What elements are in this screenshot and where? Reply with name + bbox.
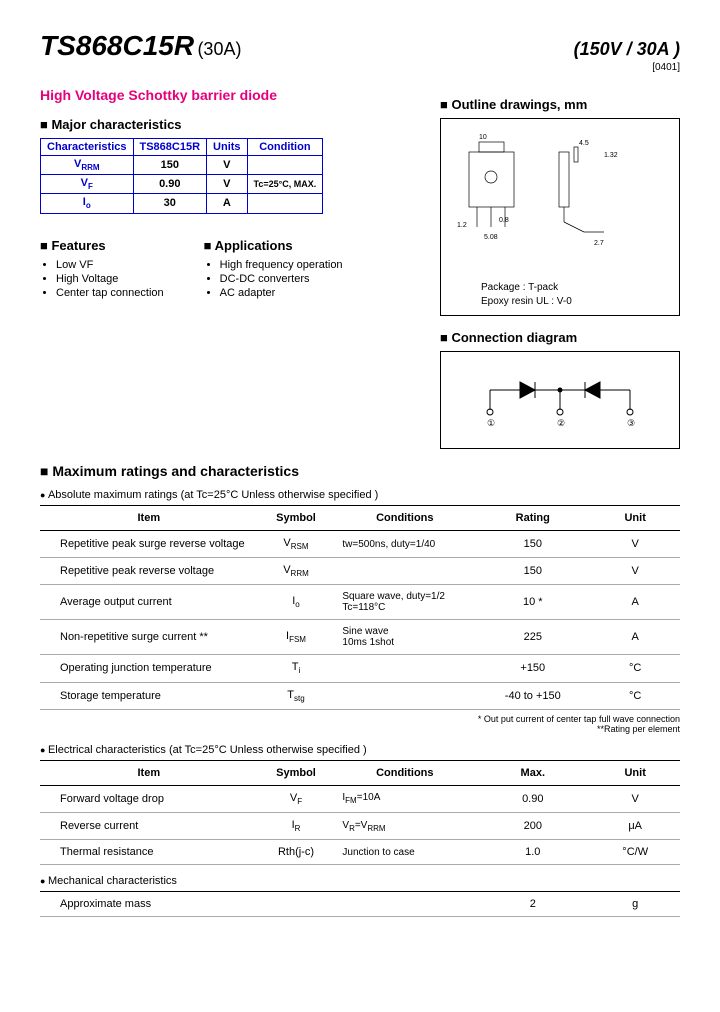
param-io: Io: [41, 194, 134, 213]
unit-io: A: [207, 194, 248, 213]
abs-footnote: * Out put current of center tap full wav…: [40, 714, 680, 734]
epoxy-label: Epoxy resin UL : V-0: [481, 295, 572, 309]
table-row: Approximate mass 2 g: [40, 892, 680, 917]
svg-text:10: 10: [479, 134, 487, 141]
abs-max-table: Item Symbol Conditions Rating Unit Repet…: [40, 505, 680, 710]
col-max: Max.: [475, 760, 590, 785]
table-row: Forward voltage drop VF IFM=10A 0.90 V: [40, 785, 680, 812]
abs-max-subheading: Absolute maximum ratings (at Tc=25°C Unl…: [40, 489, 680, 501]
part-number: TS868C15R: [40, 30, 194, 61]
max-ratings-heading: Maximum ratings and characteristics: [40, 463, 680, 479]
svg-text:1.32: 1.32: [604, 152, 618, 159]
svg-text:4.5: 4.5: [579, 140, 589, 147]
table-row: Average output current Io Square wave, d…: [40, 585, 680, 620]
col-units: Units: [207, 139, 248, 156]
param-vrrm: VRRM: [41, 156, 134, 175]
table-row: Repetitive peak reverse voltage VRRM 150…: [40, 558, 680, 585]
subtitle: High Voltage Schottky barrier diode: [40, 87, 420, 103]
table-row: Operating junction temperature Ti +150 °…: [40, 655, 680, 682]
col-symbol: Symbol: [258, 760, 335, 785]
svg-text:0.8: 0.8: [499, 217, 509, 224]
feature-item: Low VF: [56, 259, 164, 271]
table-row: Reverse current IR VR=VRRM 200 μA: [40, 812, 680, 839]
col-symbol: Symbol: [258, 506, 335, 531]
col-item: Item: [40, 760, 258, 785]
col-conditions: Conditions: [334, 760, 475, 785]
param-vf: VF: [41, 175, 134, 194]
mech-char-table: Approximate mass 2 g: [40, 891, 680, 917]
table-row: Storage temperature Tstg -40 to +150 °C: [40, 682, 680, 709]
val-vf: 0.90: [133, 175, 207, 194]
outline-drawing-box: 10 4.5 1.32 1.2 5.08 0.8 2.7 Package : T…: [440, 118, 680, 316]
features-heading: Features: [40, 238, 164, 253]
col-condition: Condition: [247, 139, 323, 156]
val-io: 30: [133, 194, 207, 213]
cond-vrrm: [247, 156, 323, 175]
svg-text:1.2: 1.2: [457, 222, 467, 229]
elec-char-subheading: Electrical characteristics (at Tc=25°C U…: [40, 744, 680, 756]
major-char-table: Characteristics TS868C15R Units Conditio…: [40, 138, 323, 214]
svg-text:5.08: 5.08: [484, 234, 498, 241]
app-item: High frequency operation: [220, 259, 343, 271]
mech-char-subheading: Mechanical characteristics: [40, 875, 680, 887]
cond-io: [247, 194, 323, 213]
package-label: Package : T-pack: [481, 281, 572, 295]
connection-diagram-box: ① ② ③: [440, 351, 680, 449]
svg-text:①: ①: [487, 418, 495, 428]
features-list: Low VF High Voltage Center tap connectio…: [40, 259, 164, 299]
col-characteristics: Characteristics: [41, 139, 134, 156]
applications-list: High frequency operation DC-DC converter…: [204, 259, 343, 299]
applications-heading: Applications: [204, 238, 343, 253]
feature-item: High Voltage: [56, 273, 164, 285]
doc-code: [0401]: [40, 62, 680, 73]
cond-vf: Tc=25°C, MAX.: [247, 175, 323, 194]
col-rating: Rating: [475, 506, 590, 531]
svg-text:②: ②: [557, 418, 565, 428]
unit-vrrm: V: [207, 156, 248, 175]
col-unit: Unit: [590, 506, 680, 531]
voltage-rating: (150V / 30A ): [574, 39, 680, 60]
svg-text:2.7: 2.7: [594, 240, 604, 247]
val-vrrm: 150: [133, 156, 207, 175]
unit-vf: V: [207, 175, 248, 194]
elec-char-table: Item Symbol Conditions Max. Unit Forward…: [40, 760, 680, 865]
table-row: Non-repetitive surge current ** IFSM Sin…: [40, 620, 680, 655]
outline-heading: Outline drawings, mm: [440, 97, 680, 112]
app-item: AC adapter: [220, 287, 343, 299]
col-conditions: Conditions: [334, 506, 475, 531]
table-row: Thermal resistance Rth(j-c) Junction to …: [40, 840, 680, 865]
col-item: Item: [40, 506, 258, 531]
table-row: Repetitive peak surge reverse voltage VR…: [40, 531, 680, 558]
current-suffix: (30A): [197, 39, 241, 59]
package-drawing-icon: 10 4.5 1.32 1.2 5.08 0.8 2.7: [449, 127, 669, 257]
feature-item: Center tap connection: [56, 287, 164, 299]
major-char-heading: Major characteristics: [40, 117, 420, 132]
col-part: TS868C15R: [133, 139, 207, 156]
app-item: DC-DC converters: [220, 273, 343, 285]
svg-text:③: ③: [627, 418, 635, 428]
connection-heading: Connection diagram: [440, 330, 680, 345]
col-unit: Unit: [590, 760, 680, 785]
diode-schematic-icon: ① ② ③: [470, 370, 650, 430]
